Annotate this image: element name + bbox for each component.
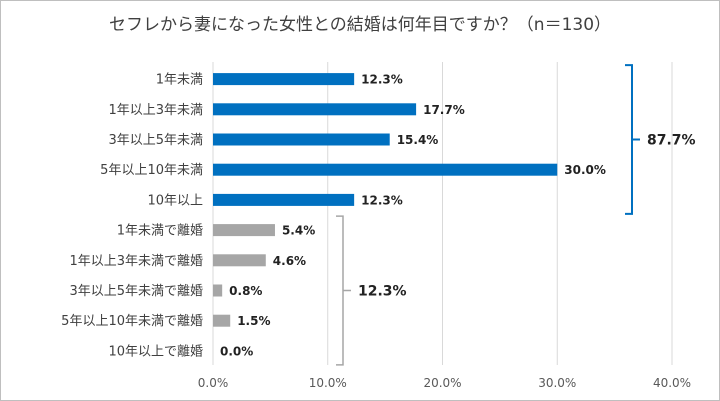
value-label: 17.7% — [423, 103, 465, 117]
category-label: 10年以上 — [147, 193, 203, 208]
bar — [213, 133, 390, 146]
category-label: 3年以上5年未満 — [108, 133, 203, 148]
category-label: 1年以上3年未満 — [108, 103, 203, 118]
x-tick-label: 0.0% — [198, 376, 229, 390]
value-label: 12.3% — [361, 73, 403, 87]
value-label: 15.4% — [397, 133, 439, 147]
value-label: 12.3% — [361, 193, 403, 207]
bar — [213, 314, 231, 327]
category-label: 1年以上3年未満で離婚 — [69, 254, 203, 269]
category-label: 10年以上で離婚 — [108, 344, 203, 359]
category-label: 5年以上10年未満 — [100, 163, 203, 178]
value-label: 0.8% — [229, 284, 262, 298]
value-label: 4.6% — [273, 254, 306, 268]
group-total-label: 87.7% — [647, 133, 696, 149]
category-label: 3年以上5年未満で離婚 — [69, 284, 203, 299]
group-bracket — [336, 215, 351, 366]
x-tick-label: 20.0% — [423, 376, 461, 390]
bar — [213, 193, 355, 206]
group-total-label: 12.3% — [358, 284, 407, 300]
x-tick-label: 40.0% — [653, 376, 691, 390]
category-label: 1年未満 — [156, 73, 203, 88]
group-bracket — [625, 64, 640, 215]
bar — [213, 73, 355, 86]
x-tick-label: 10.0% — [309, 376, 347, 390]
bar — [213, 284, 223, 297]
chart-title: セフレから妻になった女性との結婚は何年目ですか？（n＝130） — [108, 15, 612, 35]
x-tick-label: 30.0% — [538, 376, 576, 390]
bar — [213, 224, 275, 237]
bar — [213, 103, 417, 116]
category-label: 5年以上10年未満で離婚 — [61, 314, 203, 329]
category-label: 1年未満で離婚 — [117, 224, 203, 239]
value-label: 0.0% — [220, 344, 253, 358]
value-label: 1.5% — [237, 314, 270, 328]
bar — [213, 163, 558, 176]
value-label: 5.4% — [282, 224, 315, 238]
bar — [213, 254, 266, 267]
value-label: 30.0% — [564, 163, 606, 177]
